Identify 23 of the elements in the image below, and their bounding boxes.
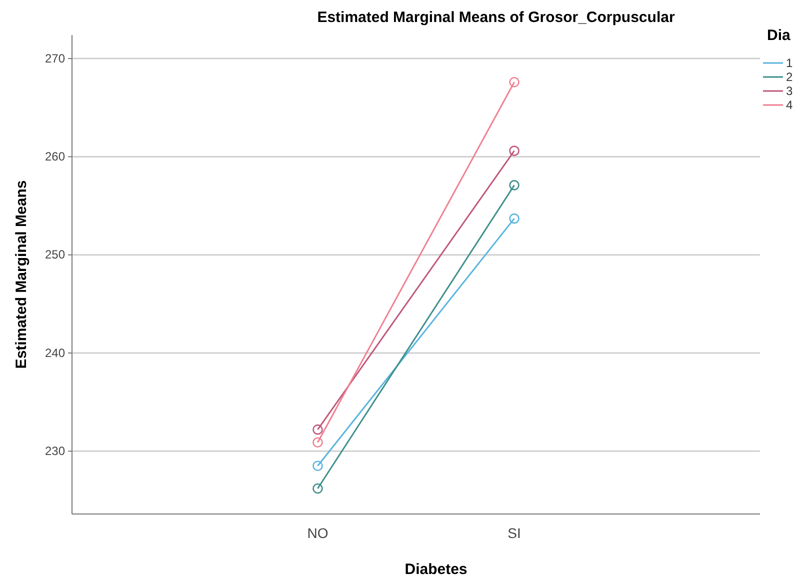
legend-title: Dia: [767, 27, 791, 44]
x-tick-label: NO: [307, 525, 328, 541]
y-tick-label: 250: [44, 248, 66, 262]
legend-label: 1: [786, 56, 793, 70]
point: [509, 180, 520, 190]
legend-label: 4: [786, 98, 793, 112]
y-tick-label: 230: [44, 444, 66, 458]
point: [509, 213, 520, 224]
point: [509, 146, 520, 156]
point: [312, 424, 323, 435]
y-axis-title: Estimated Marginal Means: [13, 180, 30, 369]
y-tick-label: 260: [44, 150, 66, 164]
point: [312, 460, 323, 472]
y-tick-label: 240: [44, 346, 66, 360]
chart-title: Estimated Marginal Means of Grosor_Corpuscular: [317, 9, 675, 26]
point: [312, 437, 323, 448]
point: [509, 76, 520, 88]
legend-label: 2: [786, 70, 793, 84]
point: [312, 483, 323, 494]
y-tick-label: 270: [44, 51, 66, 66]
x-axis-title: Diabetes: [404, 561, 468, 578]
x-tick-label: SI: [508, 525, 521, 541]
legend-label: 3: [786, 84, 793, 98]
